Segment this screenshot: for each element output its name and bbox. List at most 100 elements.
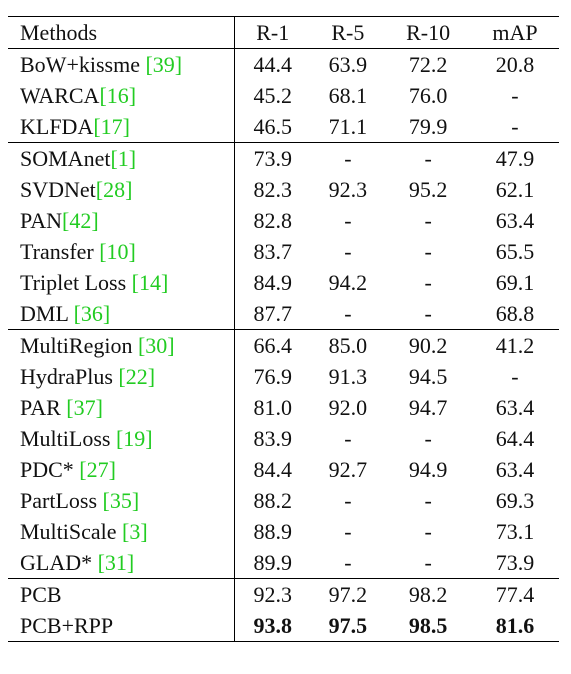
method-name: MultiScale [20, 519, 123, 544]
method-name: PAR [20, 395, 67, 420]
table-row: DML [36] 87.7 - - 68.8 [8, 298, 559, 330]
value-r10: 72.2 [408, 52, 448, 77]
value-r10: - [424, 270, 432, 295]
value-r1: 83.7 [253, 239, 292, 264]
citation-link[interactable]: [3] [122, 519, 148, 544]
method-cell: PartLoss [35] [8, 485, 235, 516]
value-r10: 94.9 [408, 457, 448, 482]
col-header-r1: R-1 [256, 20, 290, 45]
value-r1: 89.9 [253, 550, 292, 575]
value-r1: 87.7 [253, 301, 292, 326]
value-r10: 94.5 [408, 364, 448, 389]
col-header-r5: R-5 [331, 20, 365, 45]
citation-link[interactable]: [28] [95, 177, 133, 202]
value-r5: 71.1 [328, 114, 368, 139]
method-name: PartLoss [20, 488, 103, 513]
citation-link[interactable]: [36] [73, 301, 111, 326]
citation-link[interactable]: [16] [99, 83, 137, 108]
method-cell: HydraPlus [22] [8, 361, 235, 392]
value-r1: 83.9 [253, 426, 292, 451]
method-name: PDC* [20, 457, 80, 482]
method-name: PCB [20, 582, 62, 607]
citation-link[interactable]: [14] [131, 270, 169, 295]
citation-link[interactable]: [22] [118, 364, 156, 389]
method-cell: SVDNet[28] [8, 174, 235, 205]
method-name: DML [20, 301, 74, 326]
col-header-r10: R-10 [406, 20, 451, 45]
table-row: Transfer [10] 83.7 - - 65.5 [8, 236, 559, 267]
value-r5: - [344, 550, 352, 575]
value-r5: - [344, 301, 352, 326]
value-r10: - [424, 426, 432, 451]
value-r1: 88.9 [253, 519, 292, 544]
table-row: PCB 92.3 97.2 98.2 77.4 [8, 578, 559, 610]
citation-link[interactable]: [37] [66, 395, 103, 420]
value-r10: 76.0 [408, 83, 448, 108]
value-r1: 93.8 [253, 613, 292, 638]
value-r1: 76.9 [253, 364, 292, 389]
value-r1: 46.5 [253, 114, 292, 139]
value-r10: - [424, 239, 432, 264]
method-name: WARCA [20, 83, 100, 108]
method-cell: PDC* [27] [8, 454, 235, 485]
value-map: 63.4 [495, 208, 535, 233]
method-cell: Triplet Loss [14] [8, 267, 235, 298]
value-r5: 85.0 [328, 333, 368, 358]
value-r1: 84.9 [253, 270, 292, 295]
method-cell: BoW+kissme [39] [8, 48, 235, 80]
value-map: - [511, 364, 519, 389]
method-cell: KLFDA[17] [8, 111, 235, 143]
method-name: MultiRegion [20, 333, 138, 358]
value-r10: 94.7 [408, 395, 448, 420]
value-map: 62.1 [495, 177, 535, 202]
table-row: PartLoss [35] 88.2 - - 69.3 [8, 485, 559, 516]
citation-link[interactable]: [10] [99, 239, 136, 264]
value-map: 81.6 [495, 613, 535, 638]
value-map: 68.8 [495, 301, 535, 326]
citation-link[interactable]: [19] [115, 426, 153, 451]
method-name: PCB+RPP [20, 613, 114, 638]
citation-link[interactable]: [27] [79, 457, 116, 482]
value-r1: 82.3 [253, 177, 292, 202]
col-header-methods: Methods [8, 16, 235, 49]
value-r5: - [344, 208, 352, 233]
value-r1: 92.3 [253, 582, 292, 607]
citation-link[interactable]: [17] [93, 114, 130, 139]
value-map: 65.5 [495, 239, 535, 264]
value-r10: - [424, 301, 432, 326]
table-row: KLFDA[17] 46.5 71.1 79.9 - [8, 111, 559, 143]
value-map: - [511, 114, 519, 139]
citation-link[interactable]: [1] [110, 146, 137, 171]
value-r10: 90.2 [408, 333, 448, 358]
value-map: 73.9 [495, 550, 535, 575]
table-row: PDC* [27] 84.4 92.7 94.9 63.4 [8, 454, 559, 485]
value-r10: - [424, 208, 432, 233]
value-r1: 66.4 [253, 333, 292, 358]
citation-link[interactable]: [42] [62, 208, 99, 233]
citation-link[interactable]: [39] [145, 52, 183, 77]
value-map: 63.4 [495, 457, 535, 482]
method-cell: MultiRegion [30] [8, 329, 235, 361]
value-r5: 97.5 [328, 613, 368, 638]
value-r5: - [344, 426, 352, 451]
value-r1: 82.8 [253, 208, 292, 233]
value-r10: 95.2 [408, 177, 448, 202]
citation-link[interactable]: [30] [137, 333, 175, 358]
value-r5: - [344, 488, 352, 513]
value-r1: 45.2 [253, 83, 292, 108]
table-row: PAR [37] 81.0 92.0 94.7 63.4 [8, 392, 559, 423]
value-r5: - [344, 146, 352, 171]
citation-link[interactable]: [31] [97, 550, 135, 575]
method-name: KLFDA [20, 114, 94, 139]
method-cell: GLAD* [31] [8, 547, 235, 579]
method-cell: PAN[42] [8, 205, 235, 236]
method-cell: PAR [37] [8, 392, 235, 423]
value-r5: 91.3 [328, 364, 368, 389]
value-r5: 97.2 [328, 582, 368, 607]
value-r10: 98.2 [408, 582, 448, 607]
value-r5: 92.7 [328, 457, 368, 482]
citation-link[interactable]: [35] [102, 488, 140, 513]
method-cell: DML [36] [8, 298, 235, 330]
method-name: GLAD* [20, 550, 98, 575]
value-r1: 88.2 [253, 488, 292, 513]
